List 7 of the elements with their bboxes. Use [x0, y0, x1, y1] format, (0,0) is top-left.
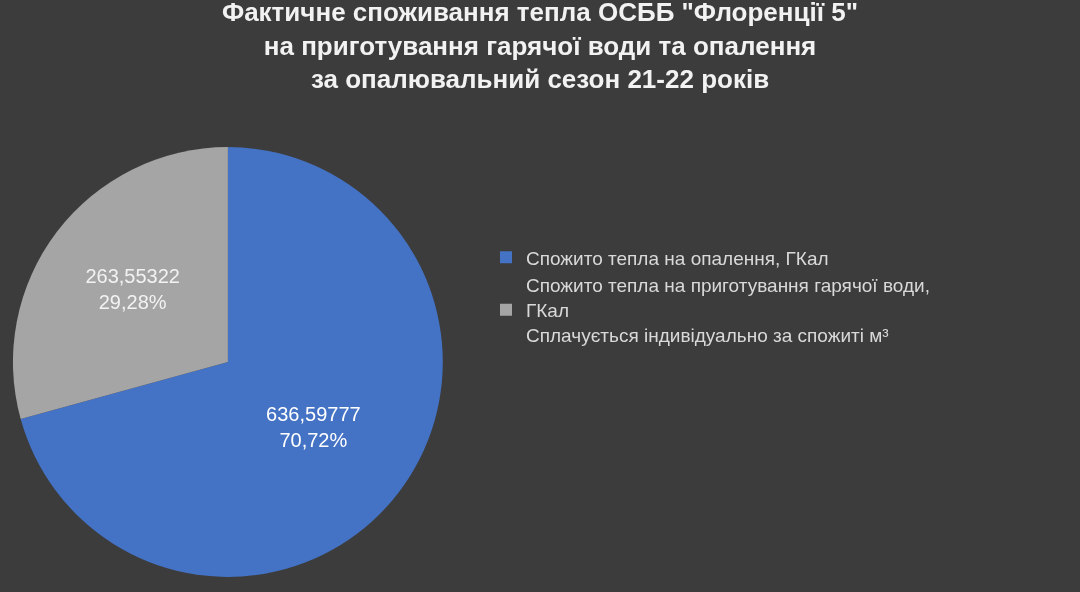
legend-label: Спожито тепла на опалення, ГКал	[526, 247, 829, 269]
pie-slice	[13, 147, 228, 420]
data-label: 263,55322 29,28%	[85, 265, 180, 314]
chart-title: Фактичне споживання тепла ОСББ "Флоренції 5" на приготування гарячої води та опалення за опалювальний сезон 21-22 років	[221, 0, 859, 95]
legend-label: Спожито тепла на приготування гарячої води, ГКал Сплачується індивідуально за спожиті м³	[526, 275, 930, 346]
data-label: 636,59777 70,72%	[266, 403, 361, 452]
pie-slice	[20, 147, 443, 577]
